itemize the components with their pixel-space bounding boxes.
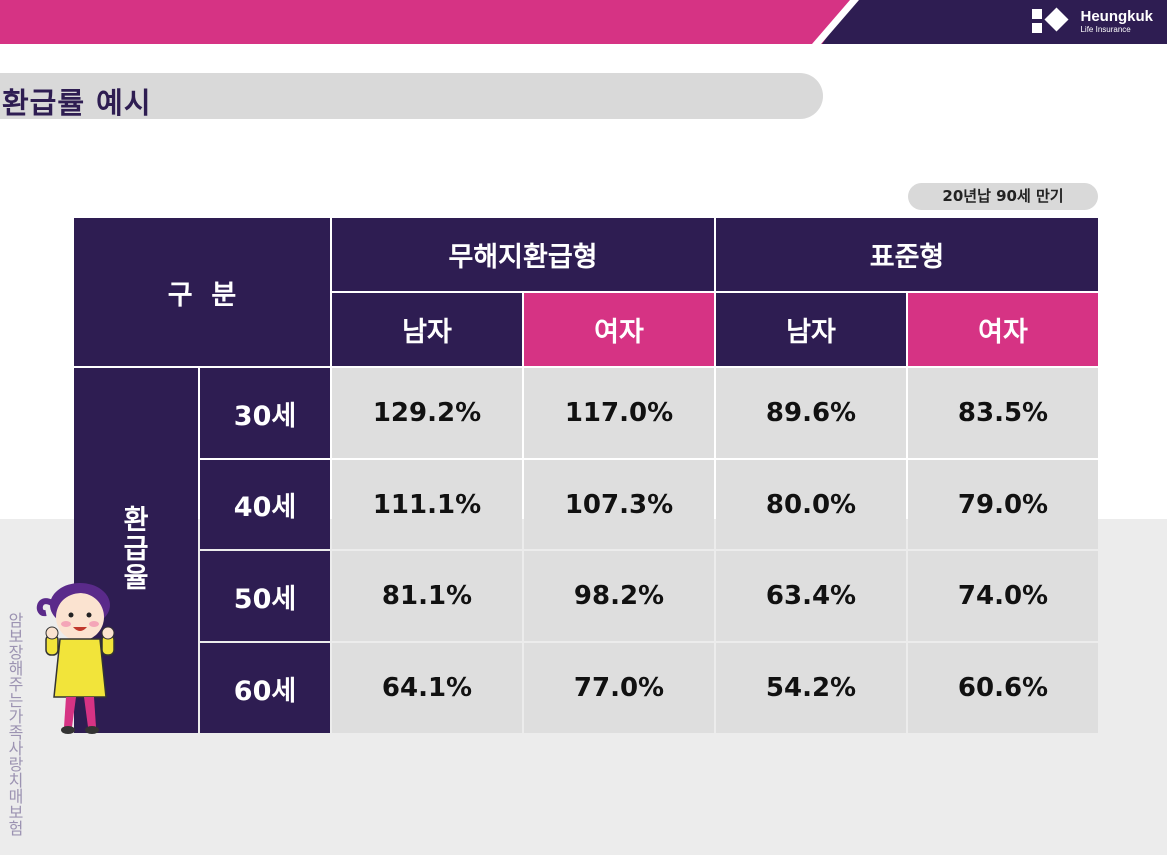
vertical-slogan: 암보장해주는가족사랑치매보험 — [5, 612, 24, 836]
table-cell: 79.0% — [908, 460, 1098, 549]
age-header-50: 50세 — [200, 551, 330, 641]
table-cell: 89.6% — [716, 368, 906, 458]
table-corner-header: 구 분 — [74, 218, 330, 366]
cell-value: 111.1% — [372, 489, 482, 520]
table-cell: 129.2% — [332, 368, 522, 458]
cell-value: 129.2% — [372, 398, 482, 428]
row-group-char: 급 — [123, 534, 149, 566]
group-header-no-refund: 무해지환급형 — [332, 218, 714, 291]
cell-value: 98.2% — [573, 581, 665, 611]
cell-value: 89.6% — [765, 398, 857, 428]
cell-value: 74.0% — [957, 581, 1049, 611]
gender-header-male: 남자 — [716, 293, 906, 366]
cell-value: 81.1% — [381, 581, 473, 611]
title-background — [0, 73, 823, 119]
row-group-char: 율 — [123, 563, 149, 595]
table-cell: 60.6% — [908, 643, 1098, 733]
age-header-40: 40세 — [200, 460, 330, 549]
age-header-60: 60세 — [200, 643, 330, 733]
age-label: 40세 — [233, 492, 297, 523]
cell-value: 83.5% — [957, 398, 1049, 428]
group-label: 무해지환급형 — [448, 242, 598, 273]
heungkuk-logo-icon — [1032, 7, 1072, 35]
table-cell: 81.1% — [332, 551, 522, 641]
cell-value: 63.4% — [765, 581, 857, 611]
gender-label: 여자 — [594, 317, 644, 348]
cell-value: 117.0% — [564, 398, 674, 428]
age-label: 60세 — [233, 675, 297, 707]
gender-label: 남자 — [786, 317, 836, 348]
gender-label: 여자 — [978, 317, 1028, 348]
cell-value: 54.2% — [765, 673, 857, 703]
brand-subtitle: Life Insurance — [1080, 24, 1131, 34]
mascot-character-icon — [36, 583, 115, 734]
gender-header-female: 여자 — [908, 293, 1098, 366]
gender-header-male: 남자 — [332, 293, 522, 366]
table-cell: 117.0% — [524, 368, 714, 458]
gender-header-female: 여자 — [524, 293, 714, 366]
table-cell: 83.5% — [908, 368, 1098, 458]
payment-term-badge: 20년납 90세 만기 — [908, 183, 1098, 210]
brand-logo: Heungkuk Life Insurance — [1032, 7, 1153, 35]
table-cell: 64.1% — [332, 643, 522, 733]
row-group-char: 환 — [123, 505, 149, 536]
age-label: 50세 — [233, 583, 297, 615]
gender-label: 남자 — [402, 317, 452, 348]
table-cell: 63.4% — [716, 551, 906, 641]
cell-value: 80.0% — [765, 489, 857, 520]
table-cell: 54.2% — [716, 643, 906, 733]
cell-value: 77.0% — [573, 673, 665, 703]
brand-name: Heungkuk — [1080, 7, 1153, 25]
age-header-30: 30세 — [200, 368, 330, 458]
corner-label: 구 분 — [167, 279, 237, 311]
table-cell: 80.0% — [716, 460, 906, 549]
cell-value: 79.0% — [957, 489, 1049, 520]
group-header-standard: 표준형 — [716, 218, 1098, 291]
table-cell: 111.1% — [332, 460, 522, 549]
header-logo-panel — [822, 0, 1167, 44]
group-label: 표준형 — [869, 242, 945, 273]
cell-value: 64.1% — [381, 673, 473, 703]
table-cell: 107.3% — [524, 460, 714, 549]
age-label: 30세 — [233, 400, 297, 432]
table-cell: 74.0% — [908, 551, 1098, 641]
cell-value: 60.6% — [957, 673, 1049, 703]
table-cell: 77.0% — [524, 643, 714, 733]
cell-value: 107.3% — [564, 489, 674, 520]
page-title: 환급률 예시 — [2, 86, 152, 120]
table-cell: 98.2% — [524, 551, 714, 641]
